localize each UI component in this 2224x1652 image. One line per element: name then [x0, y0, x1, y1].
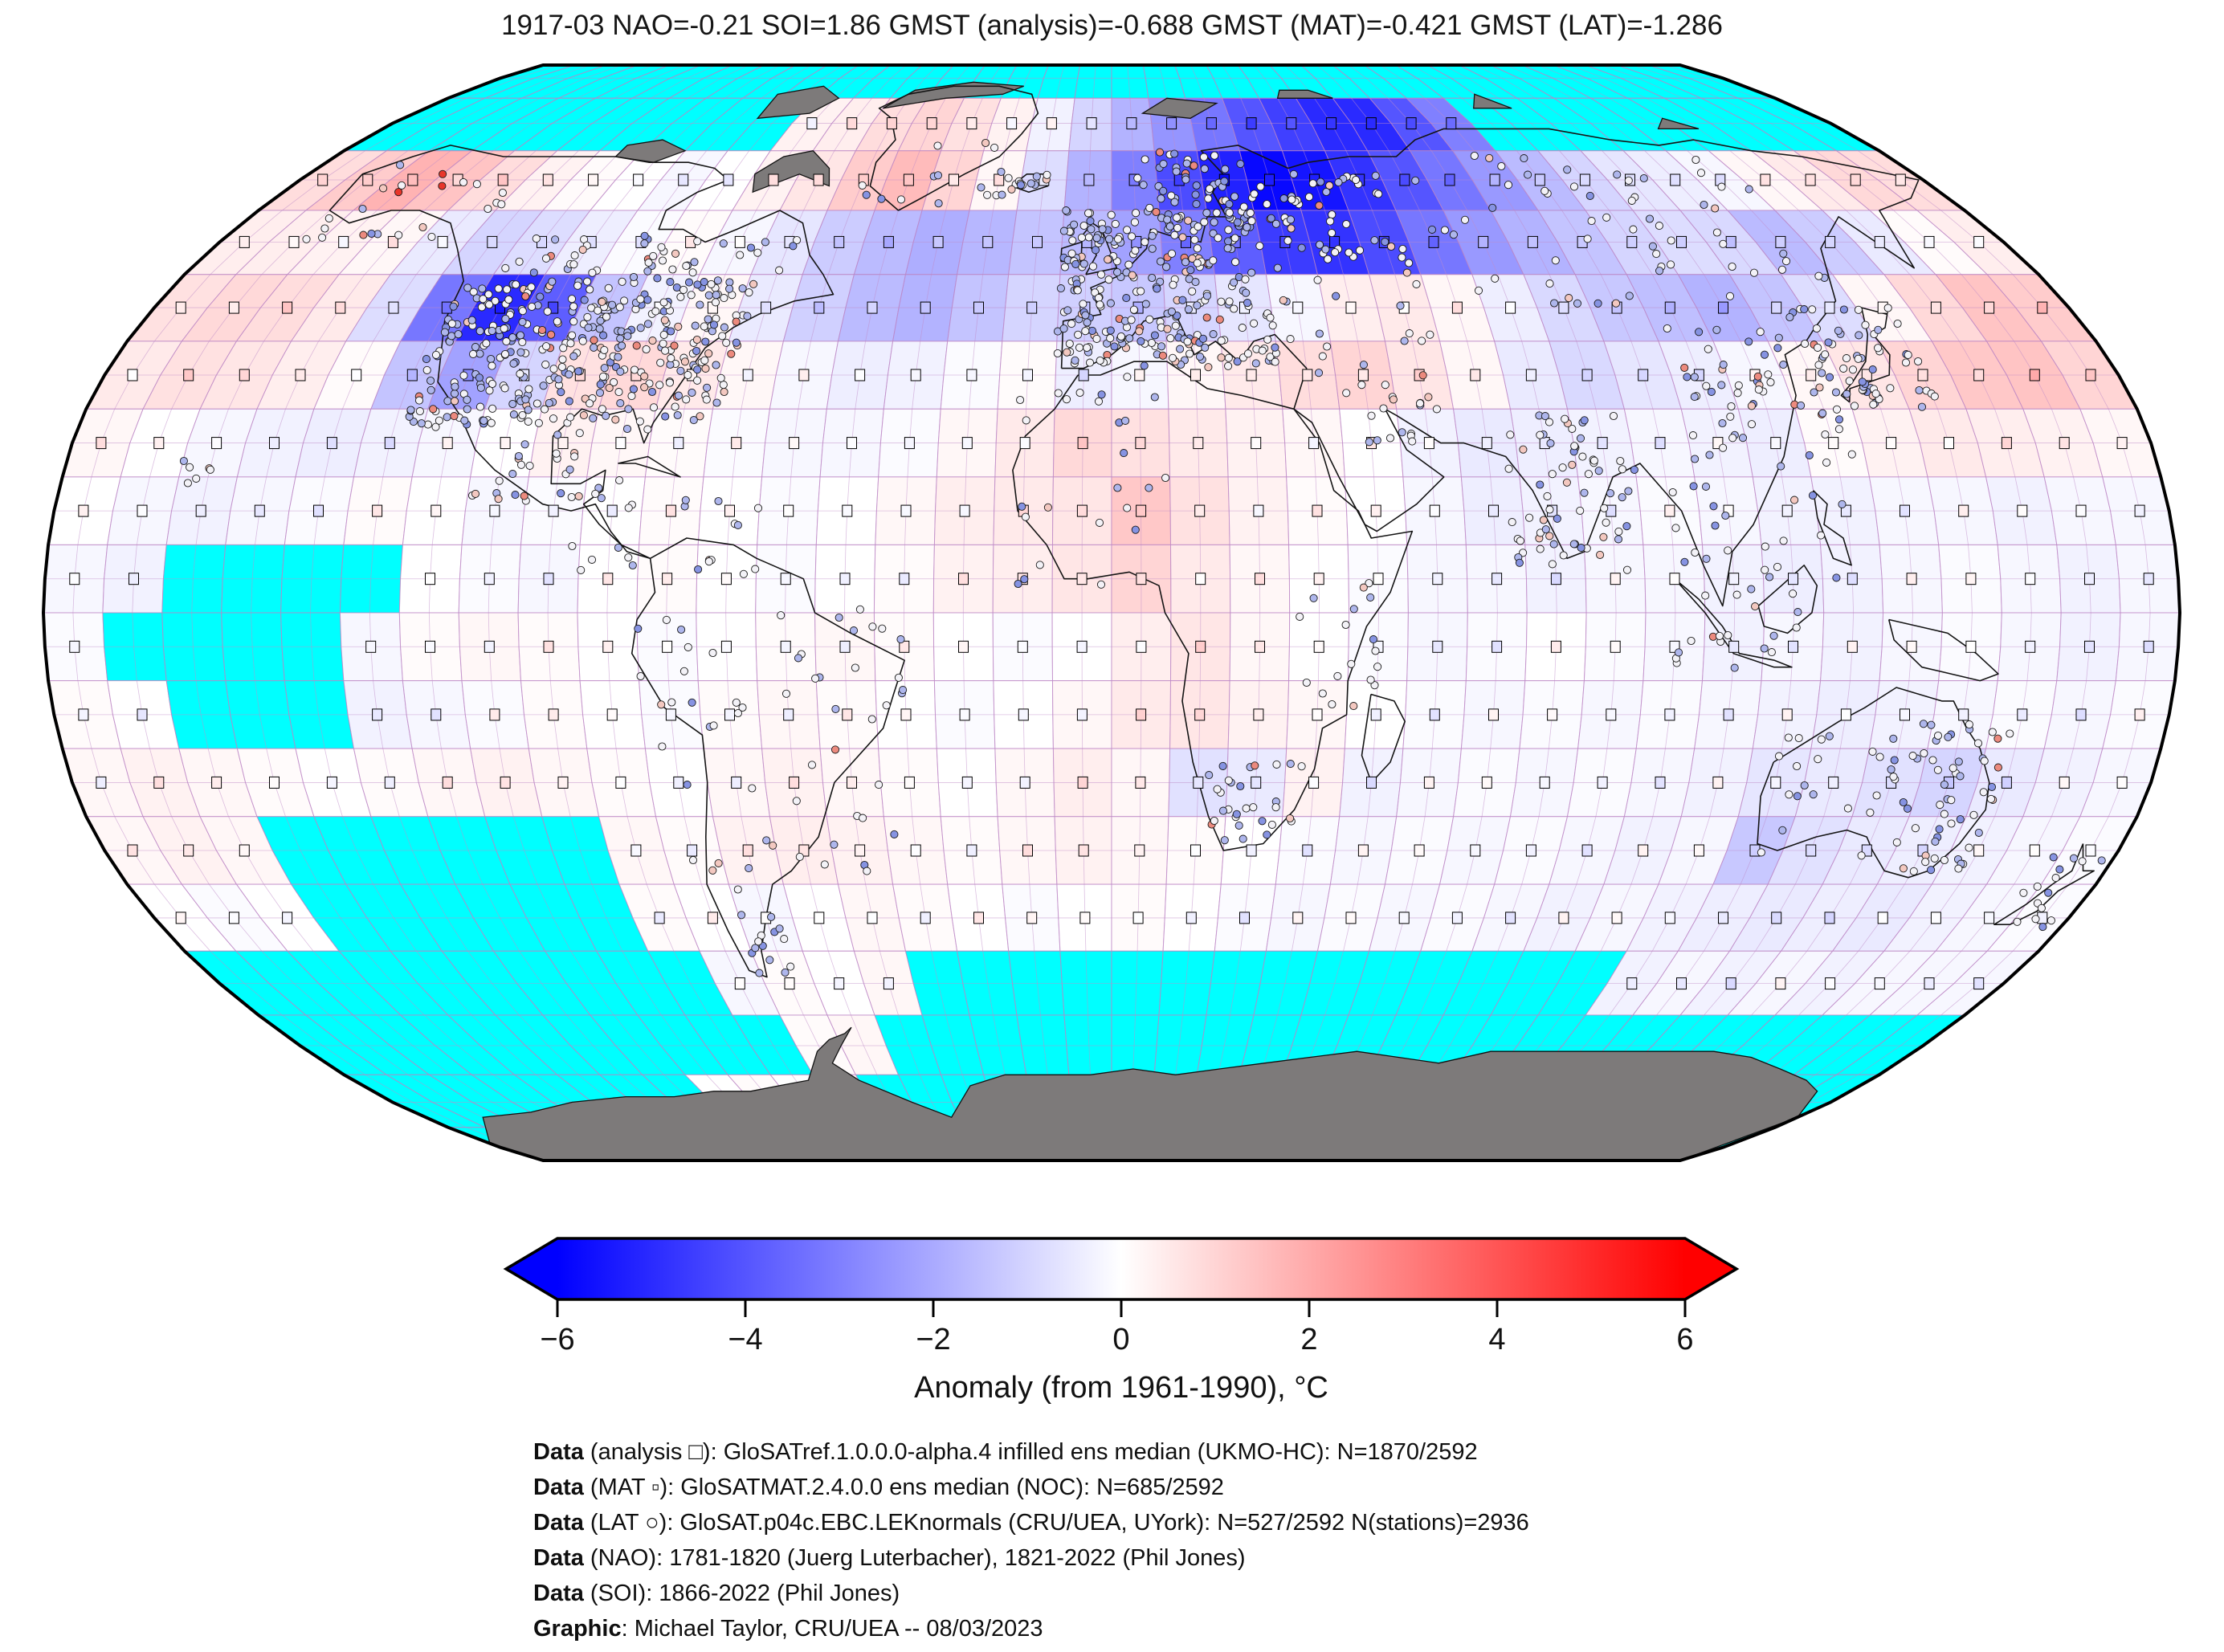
colorbar-tick-label: −6: [540, 1323, 574, 1356]
grid-markers: [69, 117, 2154, 990]
coastlines: [328, 85, 2095, 978]
graticule: [43, 64, 2180, 1161]
footnote-text: (MAT ▫): GloSATMAT.2.4.0.0 ens median (N…: [583, 1475, 1224, 1500]
footnote-prefix: Graphic: [533, 1616, 622, 1642]
colorbar-tick-label: 2: [1300, 1323, 1317, 1356]
colorbar-gradient: [503, 1237, 1740, 1301]
station-markers: [179, 138, 2106, 977]
footnote-soi: Data (SOI): 1866-2022 (Phil Jones): [533, 1576, 1529, 1611]
footnote-text: (SOI): 1866-2022 (Phil Jones): [583, 1581, 900, 1606]
footnote-mat: Data (MAT ▫): GloSATMAT.2.4.0.0 ens medi…: [533, 1470, 1529, 1505]
footnote-text: (analysis □): GloSATref.1.0.0.0-alpha.4 …: [583, 1439, 1478, 1465]
footnote-graphic: Graphic: Michael Taylor, CRU/UEA -- 08/0…: [533, 1611, 1529, 1646]
figure-title: 1917-03 NAO=-0.21 SOI=1.86 GMST (analysi…: [501, 10, 1723, 41]
footnote-text: (NAO): 1781-1820 (Juerg Luterbacher), 18…: [583, 1545, 1246, 1571]
footnote-prefix: Data: [533, 1510, 584, 1536]
colorbar-tick-label: −4: [728, 1323, 762, 1356]
colorbar: −6 −4 −2 0 2 4 6 Anomaly (from 1961-1990), °C: [503, 1237, 1740, 1405]
map-outline: [41, 63, 2182, 1162]
footnote-prefix: Data: [533, 1581, 584, 1606]
footnote-nao: Data (NAO): 1781-1820 (Juerg Luterbacher…: [533, 1540, 1529, 1576]
colorbar-label: Anomaly (from 1961-1990), °C: [914, 1371, 1328, 1405]
footnote-text: : Michael Taylor, CRU/UEA -- 08/03/2023: [621, 1616, 1043, 1642]
footnote-text: (LAT ○): GloSAT.p04c.EBC.LEKnormals (CRU…: [583, 1510, 1529, 1536]
footnote-lat: Data (LAT ○): GloSAT.p04c.EBC.LEKnormals…: [533, 1505, 1529, 1540]
colorbar-tick-label: 4: [1488, 1323, 1505, 1356]
footnote-prefix: Data: [533, 1475, 584, 1500]
colorbar-tick-label: 6: [1676, 1323, 1693, 1356]
footnote-analysis: Data (analysis □): GloSATref.1.0.0.0-alp…: [533, 1434, 1529, 1470]
footnote-prefix: Data: [533, 1439, 584, 1465]
colorbar-tick-label: 0: [1112, 1323, 1129, 1356]
footnote-prefix: Data: [533, 1545, 584, 1571]
footnotes-block: Data (analysis □): GloSATref.1.0.0.0-alp…: [533, 1434, 1529, 1646]
no-data-land: [482, 81, 1818, 1161]
colorbar-tick-label: −2: [916, 1323, 950, 1356]
